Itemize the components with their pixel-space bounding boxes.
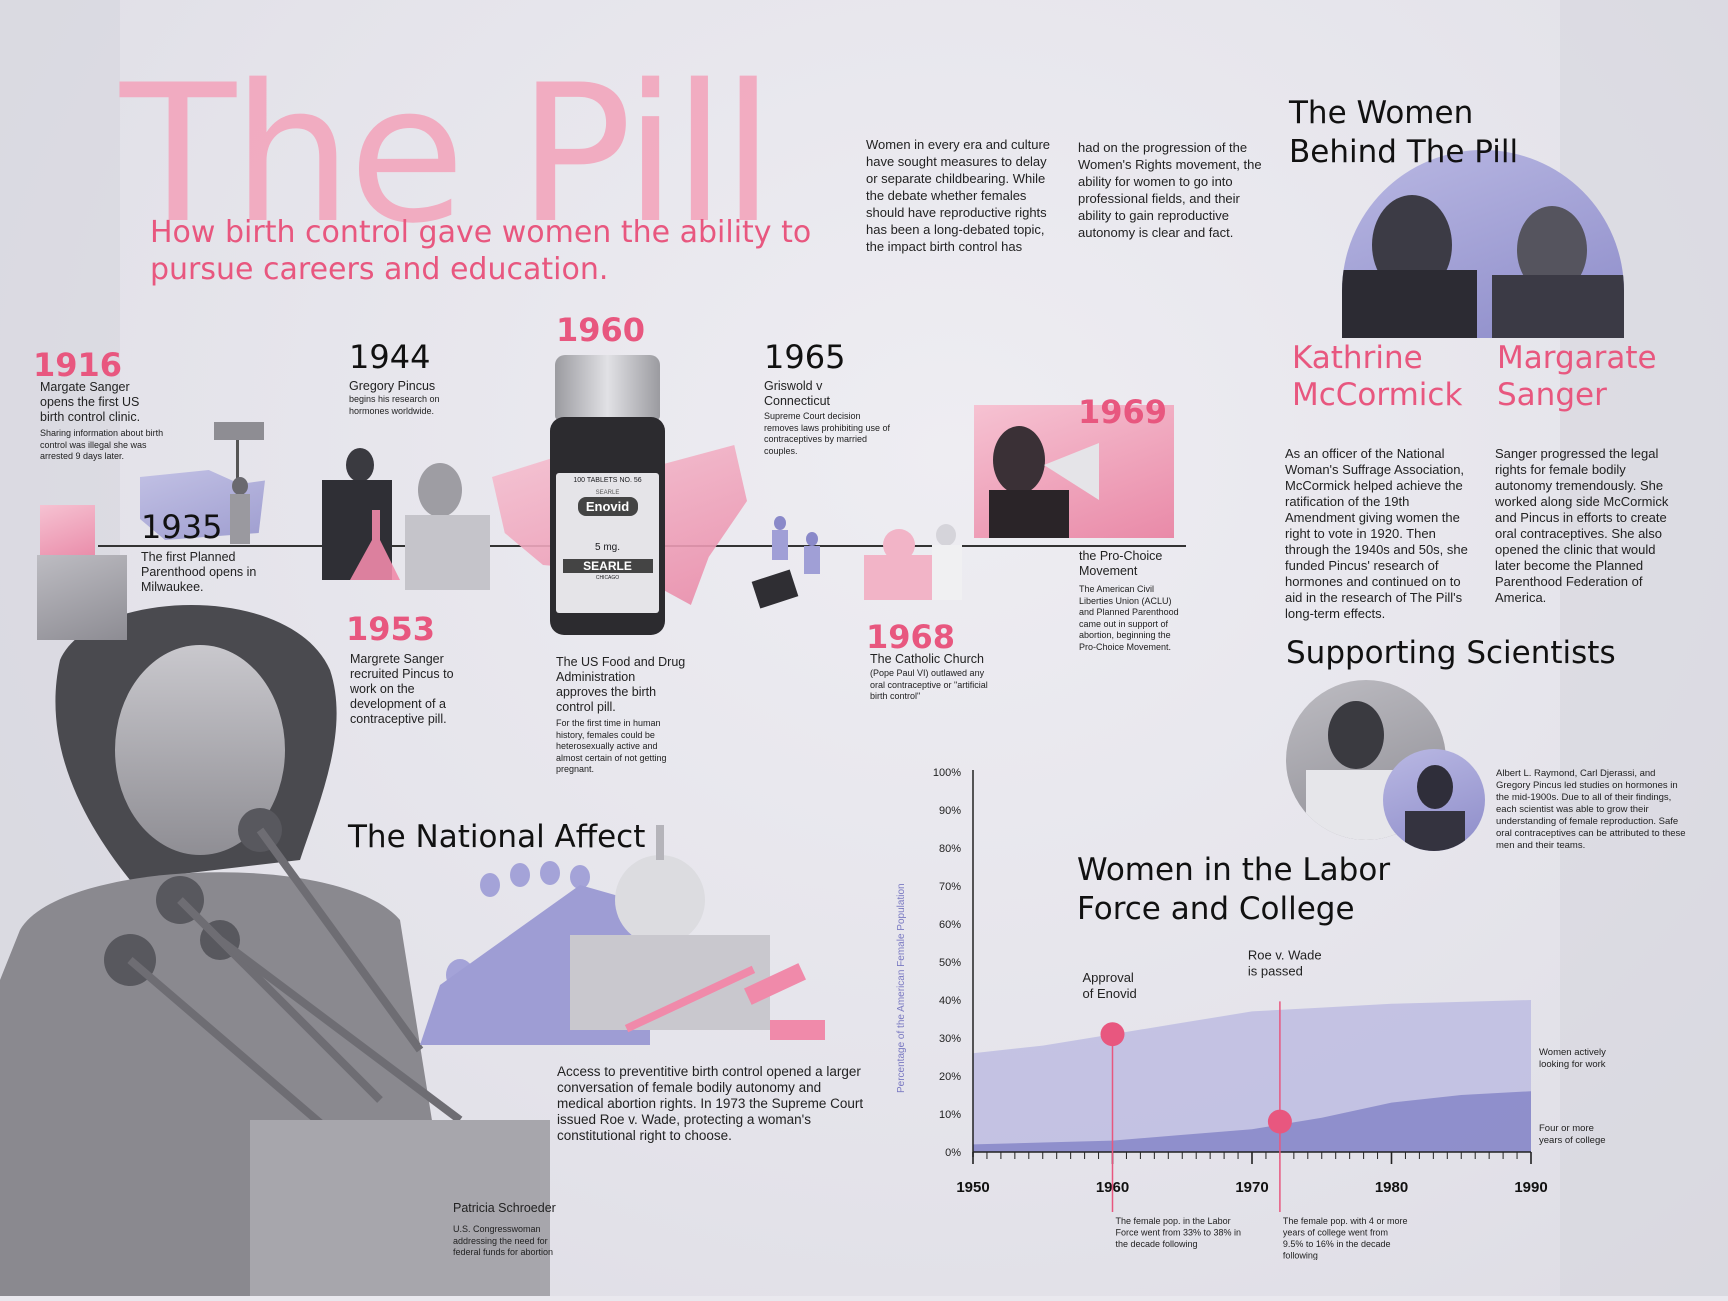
year-1935: 1935 [141, 508, 223, 546]
event-1916-detail: Sharing information about birth control … [40, 428, 164, 461]
year-1916: 1916 [33, 346, 123, 384]
bottle-count: 100 TABLETS NO. 56 [573, 477, 642, 484]
series-label-2: Four or more years of college [1539, 1123, 1606, 1146]
sanger-bio: Sanger progressed the legal rights for f… [1495, 446, 1669, 605]
event-1953-title: Margrete Sanger recruited Pincus to work… [350, 652, 454, 726]
national-text: Access to preventitive birth control ope… [557, 1064, 864, 1143]
intro-text-col1: Women in every era and culture have soug… [866, 137, 1051, 254]
clinic-building-image [40, 505, 95, 560]
caption-name: Patricia Schroeder [453, 1201, 556, 1215]
mccormick-bio: As an officer of the National Woman's Su… [1285, 446, 1468, 621]
prochoice-rally-photo [974, 405, 1174, 538]
schroeder-photo [0, 600, 560, 1296]
annotation-note-1: The female pop. in the Labor Force went f… [1116, 1216, 1242, 1249]
event-1960-title: The US Food and Drug Administration appr… [556, 655, 686, 714]
year-1968: 1968 [866, 618, 956, 656]
sanger-name: Margarate Sanger [1497, 340, 1657, 413]
page-title: The Pill [120, 44, 775, 265]
pincus-lab-photo [320, 440, 495, 590]
chart-title: Women in the Labor Force and College [1077, 852, 1391, 927]
enovid-bottle: 100 TABLETS NO. 56 SEARLE Enovid 5 mg. S… [550, 355, 665, 635]
intro-text-col2: had on the progression of the Women's Ri… [1078, 140, 1262, 240]
page-subtitle: How birth control gave women the ability… [150, 215, 812, 287]
y-tick-label: 0% [945, 1147, 961, 1159]
mccormick-name: Kathrine McCormick [1292, 340, 1463, 413]
year-1969: 1969 [1078, 393, 1168, 431]
y-tick-label: 10% [939, 1109, 961, 1121]
area-series-2 [973, 1091, 1531, 1152]
scientists-text: Albert L. Raymond, Carl Djerassi, and Gr… [1496, 768, 1686, 851]
y-tick-label: 20% [939, 1071, 961, 1083]
event-1960-detail: For the first time in human history, fem… [556, 718, 667, 774]
caption-detail: U.S. Congresswoman addressing the need f… [453, 1224, 554, 1257]
event-1965-title: Griswold v Connecticut [764, 379, 831, 408]
year-1944: 1944 [349, 338, 431, 376]
event-1968-detail: (Pope Paul VI) outlawed any oral contrac… [870, 668, 988, 701]
year-1960: 1960 [556, 311, 646, 349]
annotation-label-1: Approval of Enovid [1083, 970, 1137, 1001]
women-photo-circle [1342, 150, 1624, 338]
bottle-city: CHICAGO [595, 575, 620, 581]
event-1969-title: the Pro-Choice Movement [1079, 549, 1163, 578]
protester-sign-image [212, 420, 267, 545]
capitol-justices-image [420, 825, 840, 1045]
x-tick-label: 1950 [956, 1179, 989, 1196]
event-1916-title: Margate Sanger opens the first US birth … [40, 380, 141, 424]
y-tick-label: 40% [939, 995, 961, 1007]
y-tick-label: 70% [939, 881, 961, 893]
national-heading: The National Affect [348, 819, 646, 855]
scientists-heading: Supporting Scientists [1286, 635, 1616, 671]
scientist-photo-2 [1383, 749, 1485, 851]
x-tick-label: 1970 [1235, 1179, 1268, 1196]
bottle-name: Enovid [577, 497, 638, 516]
y-tick-label: 80% [939, 843, 961, 855]
year-1953: 1953 [346, 610, 436, 648]
annotation-note-2: The female pop. with 4 or more years of c… [1283, 1216, 1408, 1260]
year-1965: 1965 [764, 338, 846, 376]
proposal-ring-image [750, 515, 835, 615]
sanger-desk-photo [37, 555, 127, 640]
annotation-dot-1 [1100, 1022, 1125, 1047]
event-1968-title: The Catholic Church [870, 652, 984, 666]
y-tick-label: 50% [939, 957, 961, 969]
labor-college-chart: Women actively looking for work Four or mo… [900, 760, 1620, 1261]
event-1935-title: The first Planned Parenthood opens in Mi… [141, 550, 257, 594]
annotation-label-2: Roe v. Wade is passed [1248, 947, 1322, 978]
annotation-dot-2 [1267, 1109, 1292, 1134]
event-1969-detail: The American Civil Liberties Union (ACLU… [1079, 584, 1179, 652]
series-label-1: Women actively looking for work [1539, 1047, 1606, 1070]
x-tick-label: 1990 [1514, 1179, 1547, 1196]
bottle-maker: SEARLE [562, 559, 653, 573]
x-tick-label: 1980 [1375, 1179, 1408, 1196]
event-1944-title: Gregory Pincus [349, 379, 436, 393]
bottle-brand-small: SEARLE [595, 490, 620, 496]
vatican-pope-image [864, 515, 969, 600]
y-tick-label: 30% [939, 1033, 961, 1045]
y-tick-label: 100% [933, 767, 961, 779]
bottle-dose: 5 mg. [594, 542, 620, 553]
event-1965-detail: Supreme Court decision removes laws proh… [764, 411, 891, 456]
y-tick-label: 90% [939, 805, 961, 817]
women-heading: The Women Behind The Pill [1289, 95, 1519, 170]
event-1944-detail: begins his research on hormones worldwid… [349, 394, 440, 416]
y-tick-label: 60% [939, 919, 961, 931]
